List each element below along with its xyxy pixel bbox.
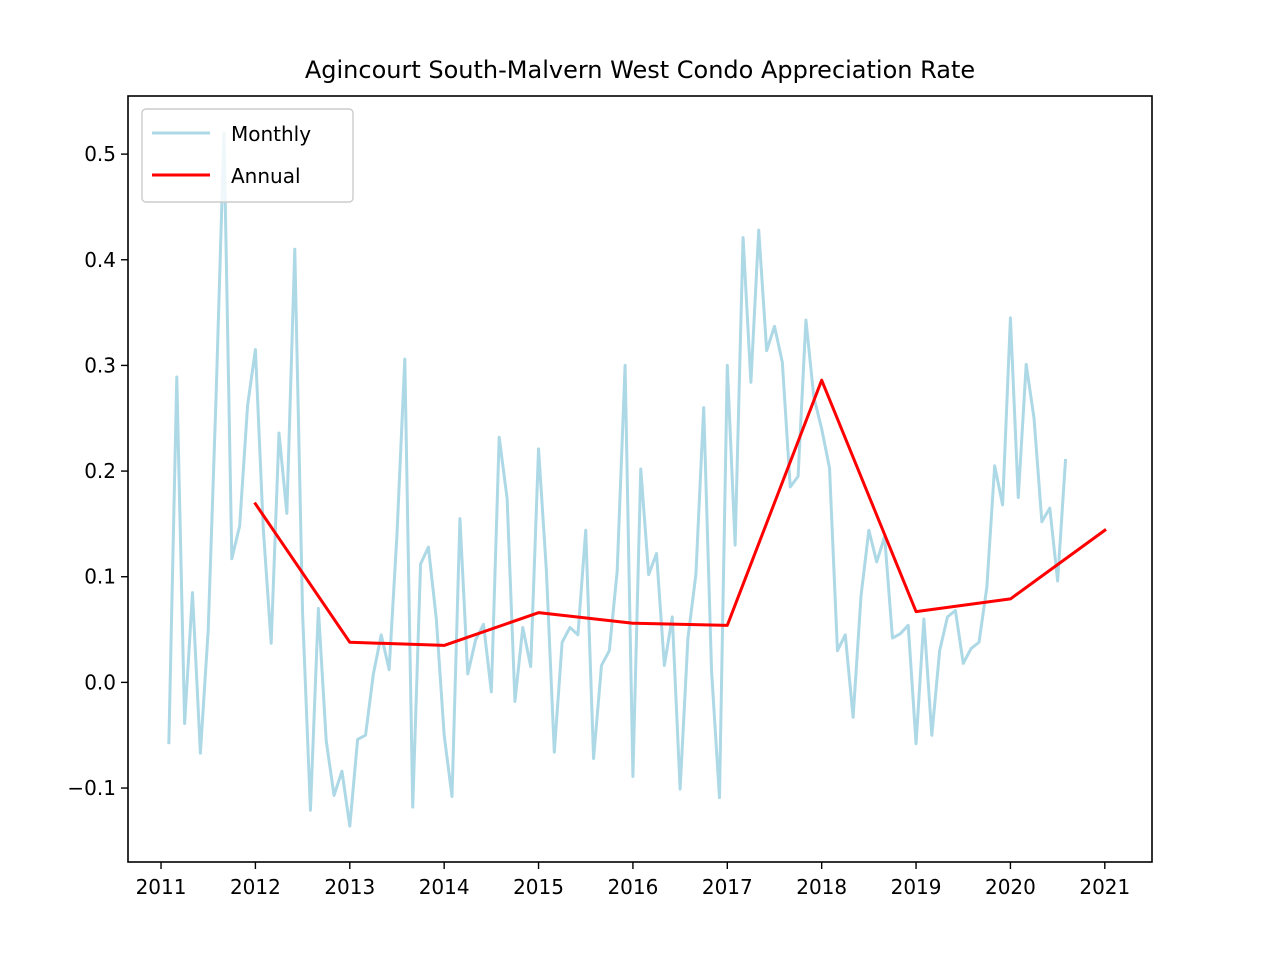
x-tick-label: 2021 [1079,875,1130,899]
y-axis: −0.1 0.0 0.1 0.2 0.3 0.4 0.5 [67,142,128,800]
y-tick-label: 0.0 [84,670,116,694]
x-tick-label: 2011 [136,875,187,899]
x-tick-label: 2017 [702,875,753,899]
legend-label-annual: Annual [231,164,301,188]
legend: Monthly Annual [141,108,354,203]
x-tick-label: 2015 [513,875,564,899]
x-tick-label: 2012 [230,875,281,899]
x-tick-label: 2016 [607,875,658,899]
legend-label-monthly: Monthly [231,122,311,146]
series-line-monthly [167,131,1068,828]
x-tick-label: 2019 [891,875,942,899]
x-tick-label: 2014 [419,875,470,899]
y-tick-label: 0.3 [84,353,116,377]
chart-title: Agincourt South-Malvern West Condo Appre… [305,56,975,84]
y-tick-label: −0.1 [67,776,116,800]
y-tick-label: 0.1 [84,565,116,589]
y-tick-label: 0.2 [84,459,116,483]
y-tick-label: 0.5 [84,142,116,166]
y-tick-label: 0.4 [84,248,116,272]
x-axis: 2011 2012 2013 2014 2015 2016 2017 2018 2019 2020… [136,862,1130,899]
series-line-annual [253,378,1107,647]
axes-frame [127,95,1153,863]
x-tick-label: 2020 [985,875,1036,899]
plot-area [167,131,1107,828]
x-tick-label: 2013 [324,875,375,899]
x-tick-label: 2018 [796,875,847,899]
